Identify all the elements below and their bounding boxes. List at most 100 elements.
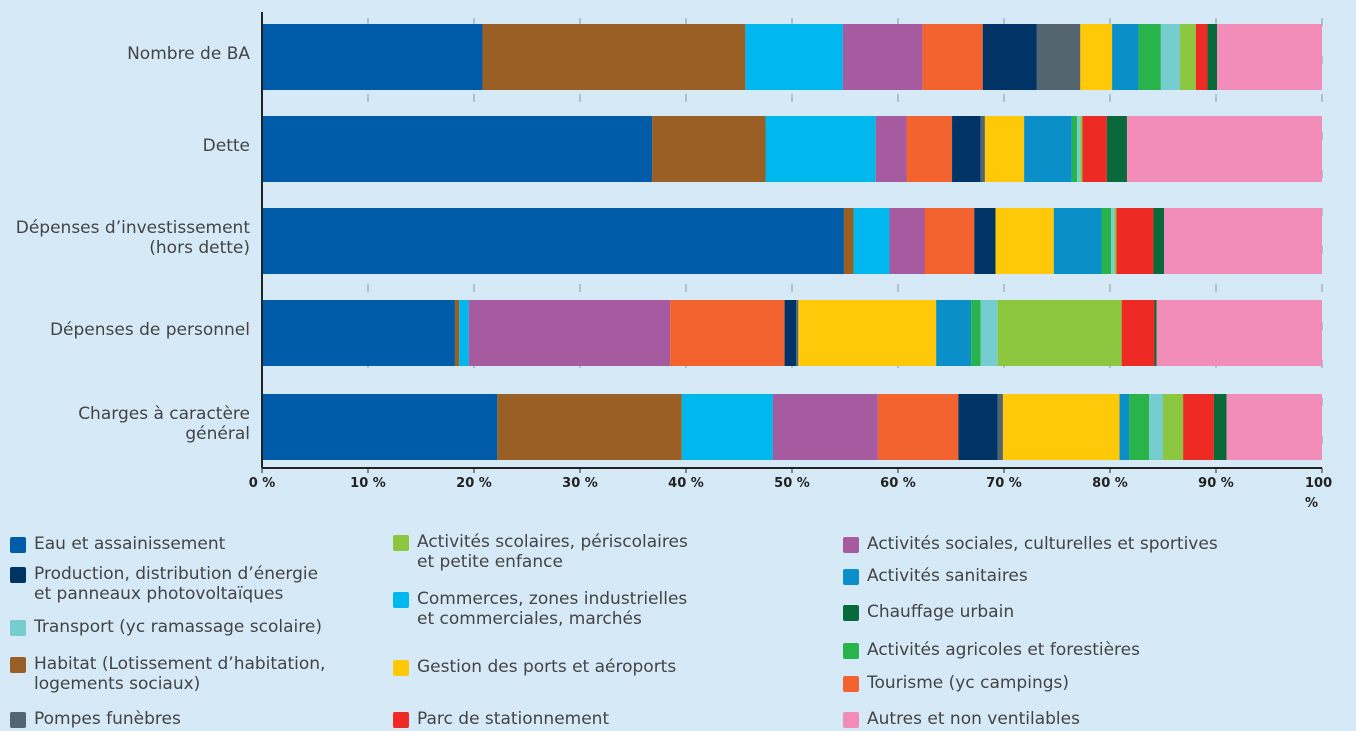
bar-segment (262, 116, 653, 182)
bar-segment (1024, 116, 1072, 182)
bar-segment (995, 208, 1054, 274)
legend-label: Activités scolaires, périscolaires et pe… (417, 532, 688, 572)
bar-segment (459, 300, 469, 366)
legend-swatch (393, 660, 409, 676)
legend-label: Habitat (Lotissement d’habitation, logem… (34, 654, 326, 694)
bar-segment (262, 208, 844, 274)
legend-swatch (10, 657, 26, 673)
legend-label: Activités agricoles et forestières (867, 640, 1140, 660)
legend-label: Eau et assainissement (34, 534, 226, 554)
bar-segment (1082, 116, 1107, 182)
bar-segment (875, 116, 907, 182)
bar-segment (1053, 208, 1102, 274)
x-tick-label: 80 % (1092, 476, 1128, 491)
x-tick-label: 70 % (986, 476, 1022, 491)
bar-segment (1111, 208, 1115, 274)
bar-segment (1071, 116, 1078, 182)
bar-segment (1036, 24, 1081, 90)
legend-label: Pompes funèbres (34, 709, 181, 729)
legend-swatch (10, 537, 26, 553)
category-label: Dépenses d’investissement (hors dette) (15, 218, 250, 258)
x-tick-label: 0 % (248, 476, 276, 491)
bar-segment (1116, 208, 1154, 274)
bar-segment (1106, 116, 1127, 182)
bar-segment (1119, 394, 1130, 460)
bar-segment (1154, 300, 1157, 366)
legend-label: Commerces, zones industrielles et commer… (417, 589, 688, 629)
bar-segment (681, 394, 773, 460)
bar-segment (1138, 24, 1161, 90)
legend-label: Tourisme (yc campings) (867, 673, 1069, 693)
bar-segment (1077, 116, 1081, 182)
legend-label: Activités sociales, culturelles et sport… (867, 534, 1218, 554)
bar-segment (1163, 394, 1184, 460)
x-tick-label: 40 % (668, 476, 704, 491)
bar-segment (982, 24, 1037, 90)
bar-segment (772, 394, 878, 460)
bar-segment (974, 208, 996, 274)
bar-segment (952, 116, 981, 182)
x-tick-label: 10 % (350, 476, 386, 491)
bar-segment (482, 24, 746, 90)
legend-swatch (843, 569, 859, 585)
bar-segment (1213, 394, 1227, 460)
category-label: Dépenses de personnel (49, 320, 250, 340)
bar-segment (1164, 208, 1322, 274)
bar-segment (958, 394, 998, 460)
bar-segment (877, 394, 959, 460)
bar-segment (984, 116, 1025, 182)
bar-segment (842, 24, 923, 90)
bar-segment (1126, 116, 1322, 182)
bar-segment (670, 300, 785, 366)
legend-swatch (10, 712, 26, 728)
x-tick-label: 20 % (456, 476, 492, 491)
bar-segment (1080, 24, 1113, 90)
bar-segment (468, 300, 671, 366)
bar-segment (1080, 116, 1083, 182)
legend-swatch (10, 620, 26, 636)
bar-segment (765, 116, 876, 182)
category-label: Nombre de BA (127, 44, 250, 64)
legend-label: Chauffage urbain (867, 602, 1015, 622)
bar-segment (262, 24, 483, 90)
legend-swatch (10, 567, 26, 583)
bar-segment (745, 24, 843, 90)
bar-segment (1114, 208, 1117, 274)
bar-segment (1226, 394, 1322, 460)
legend-swatch (393, 592, 409, 608)
bar-segment (997, 300, 1122, 366)
legend-swatch (843, 676, 859, 692)
bar-segment (497, 394, 682, 460)
bar-segment (1153, 208, 1165, 274)
bar-segment (1149, 394, 1163, 460)
bar-segment (971, 300, 981, 366)
bar-segment (924, 208, 975, 274)
legend-label: Transport (yc ramassage scolaire) (34, 617, 322, 637)
legend-swatch (843, 605, 859, 621)
bar-segment (652, 116, 766, 182)
legend-swatch (843, 537, 859, 553)
bar-segment (997, 394, 1003, 460)
legend-swatch (393, 712, 409, 728)
legend-label: Parc de stationnement (417, 709, 610, 729)
category-label: Charges à caractère général (78, 404, 250, 444)
bar-segment (1121, 300, 1155, 366)
x-tick-label: 60 % (880, 476, 916, 491)
bar-segment (262, 300, 455, 366)
bar-segment (1002, 394, 1120, 460)
bar-segment (1179, 24, 1196, 90)
x-tick-label: 50 % (774, 476, 810, 491)
bar-segment (843, 208, 854, 274)
category-label: Dette (202, 136, 250, 156)
bar-segment (1101, 208, 1112, 274)
bar-segment (796, 300, 799, 366)
x-tick-label: 100 % (1305, 476, 1333, 511)
bar-segment (980, 300, 998, 366)
legend-label: Autres et non ventilables (867, 709, 1080, 729)
bar-segment (1112, 24, 1139, 90)
bar-segment (798, 300, 937, 366)
bar-segment (1195, 24, 1208, 90)
x-tick-label: 90 % (1198, 476, 1234, 491)
